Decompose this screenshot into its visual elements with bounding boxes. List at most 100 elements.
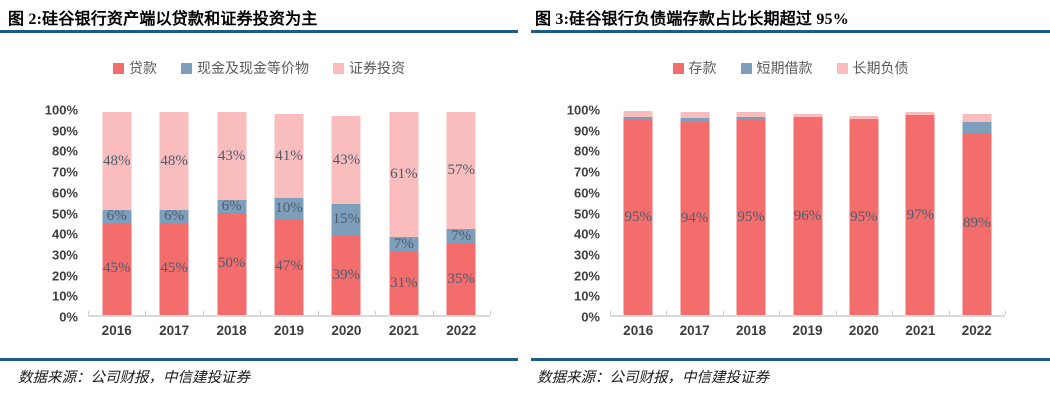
- y-tick-label: 70%: [573, 164, 600, 180]
- data-label: 47%: [275, 258, 303, 275]
- y-tick-label: 100%: [44, 102, 78, 118]
- bar-2019: 47% 10% 41% 2019: [274, 110, 304, 338]
- bar-segment: 10%: [274, 198, 304, 219]
- legend-label: 长期负债: [852, 60, 909, 76]
- x-tick-mark: [1005, 311, 1006, 315]
- data-label: 15%: [332, 211, 361, 228]
- data-label: 6%: [106, 208, 127, 225]
- data-label: 48%: [160, 152, 188, 169]
- bar-2016: 95% 2016: [623, 110, 653, 338]
- bar-2020: 95% 2020: [849, 110, 879, 338]
- bar-segment: 45%: [102, 222, 132, 315]
- bar-segment: [680, 112, 710, 119]
- x-tick-mark: [722, 311, 724, 315]
- x-axis-label: 2018: [736, 323, 767, 338]
- x-tick-mark: [145, 311, 147, 315]
- data-label: 10%: [275, 199, 303, 216]
- bar-segment: 35%: [446, 243, 476, 315]
- bar-segment: 50%: [217, 212, 247, 315]
- bar-segment: 61%: [389, 112, 419, 238]
- bar-segment: [736, 112, 766, 118]
- bar-2020: 39% 15% 43% 2020: [331, 110, 361, 338]
- x-tick-mark: [490, 311, 491, 315]
- x-tick-mark: [948, 311, 950, 315]
- panel-assets: 图 2:硅谷银行资产端以贷款和证券投资为主 贷款 现金及现金等价物 证券投资 0% 1…: [0, 0, 518, 401]
- bar-2022: 35% 7% 57% 2022: [446, 110, 476, 338]
- legend-label: 存款: [688, 60, 717, 76]
- y-tick-label: 100%: [566, 102, 600, 118]
- source-note: 数据来源：公司财报，中信建投证券: [18, 370, 250, 386]
- legend-item: 短期借款: [740, 58, 813, 78]
- bar-segment: 96%: [793, 118, 822, 315]
- legend-item: 贷款: [113, 58, 157, 78]
- x-tick-mark: [202, 311, 204, 315]
- data-label: 95%: [737, 209, 765, 226]
- bar-2021: 31% 7% 61% 2021: [389, 110, 419, 338]
- y-tick-label: 40%: [573, 226, 600, 242]
- bar-2016: 45% 6% 48% 2016: [102, 110, 132, 338]
- bar-segment: 43%: [217, 112, 247, 201]
- bar-2019: 96% 2019: [792, 110, 823, 338]
- panel-liabilities-title: 图 3:硅谷银行负债端存款占比长期超过 95%: [535, 11, 849, 28]
- x-axis-label: 2017: [679, 323, 710, 338]
- bar-segment: 45%: [159, 222, 189, 315]
- x-tick-mark: [835, 311, 837, 315]
- data-label: 45%: [160, 260, 188, 277]
- data-label: 41%: [275, 147, 303, 164]
- bar-segment: [736, 117, 766, 121]
- legend-item: 长期负债: [836, 58, 909, 78]
- y-tick-label: 50%: [573, 206, 600, 221]
- bar-segment: 6%: [102, 208, 132, 225]
- data-label: 45%: [102, 260, 131, 277]
- data-label: 6%: [221, 197, 242, 214]
- legend-swatch: [181, 62, 192, 74]
- data-label: 96%: [793, 208, 822, 225]
- bar-segment: 6%: [217, 197, 247, 214]
- bar-segment: [849, 116, 879, 120]
- bar-segment: 97%: [905, 116, 935, 315]
- y-tick-label: 0%: [59, 309, 78, 325]
- y-tick-label: 90%: [51, 123, 78, 139]
- y-tick-label: 60%: [573, 185, 600, 201]
- y-tick-label: 60%: [51, 185, 78, 201]
- bar-segment: 39%: [331, 235, 361, 315]
- data-label: 43%: [332, 151, 361, 168]
- chart-body: 0% 10% 20% 30% 40% 50% 60% 70% 80% 90% 100% 95% 201…: [552, 104, 1006, 338]
- data-label: 50%: [217, 255, 246, 272]
- title-rule: [531, 30, 1050, 33]
- bar-segment: 43%: [331, 116, 361, 205]
- y-tick-label: 40%: [51, 226, 78, 242]
- bar-segment: 95%: [623, 120, 653, 315]
- legend: 存款 短期借款 长期负债: [531, 58, 1050, 78]
- chart-body: 0% 10% 20% 30% 40% 50% 60% 70% 80% 90% 100% 45% 6% 4…: [30, 104, 491, 338]
- x-axis-label: 2021: [388, 323, 419, 338]
- legend-label: 现金及现金等价物: [197, 60, 309, 76]
- y-tick-label: 30%: [573, 247, 600, 263]
- data-label: 95%: [850, 209, 878, 226]
- bar-segment: 89%: [962, 132, 992, 315]
- bar-segment: [849, 119, 879, 121]
- x-axis-label: 2016: [101, 323, 132, 338]
- y-tick-label: 30%: [51, 247, 78, 263]
- x-axis-label: 2017: [159, 323, 190, 338]
- y-tick-label: 20%: [51, 268, 78, 284]
- y-tick-label: 80%: [573, 143, 600, 159]
- bar-segment: 48%: [159, 112, 189, 211]
- footer-rule: [531, 358, 1050, 361]
- data-label: 61%: [390, 166, 418, 183]
- legend-item: 存款: [672, 58, 717, 78]
- data-label: 89%: [963, 215, 991, 232]
- data-label: 43%: [217, 147, 246, 164]
- panel-assets-title: 图 2:硅谷银行资产端以贷款和证券投资为主: [8, 11, 318, 28]
- x-tick-mark: [317, 311, 319, 315]
- data-label: 6%: [164, 208, 185, 225]
- legend-swatch: [333, 62, 344, 74]
- x-tick-mark: [779, 311, 781, 315]
- x-tick-mark: [610, 311, 611, 315]
- legend-label: 贷款: [129, 60, 157, 76]
- data-label: 7%: [451, 227, 472, 244]
- y-axis: 0% 10% 20% 30% 40% 50% 60% 70% 80% 90% 100%: [552, 104, 600, 324]
- x-axis-label: 2018: [216, 323, 247, 338]
- x-tick-mark: [892, 311, 894, 315]
- data-label: 7%: [393, 235, 414, 252]
